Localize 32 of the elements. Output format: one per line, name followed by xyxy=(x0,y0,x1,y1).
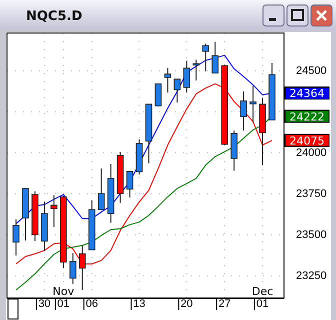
candlestick xyxy=(192,59,200,81)
data-label: 24364 xyxy=(290,87,324,100)
y-tick-label: 23500 xyxy=(296,229,327,242)
candlestick xyxy=(12,218,20,256)
y-tick-label: 23250 xyxy=(296,270,327,282)
candlestick xyxy=(126,170,134,198)
candlestick xyxy=(154,83,162,107)
candlestick xyxy=(183,60,190,94)
y-tick-label: 24000 xyxy=(296,147,327,160)
y-tick-label: 24500 xyxy=(296,65,327,78)
candlestick xyxy=(50,194,58,228)
annotation: Dec xyxy=(252,285,274,298)
x-tick-label: 01 xyxy=(57,298,70,310)
x-tick-label: 30 xyxy=(38,298,51,310)
x-tick-label: 27 xyxy=(218,298,231,310)
candlestick xyxy=(240,90,247,132)
candlestick xyxy=(174,78,181,104)
candlestick xyxy=(250,85,256,124)
x-tick-label: 20 xyxy=(180,298,193,310)
x-tick-label: 13 xyxy=(133,298,146,310)
x-tick-label: 01 xyxy=(256,298,269,310)
x-tick-label: 06 xyxy=(86,298,98,310)
candlestick xyxy=(164,68,172,94)
chart-title: NQC5.D xyxy=(26,9,82,24)
candlestick xyxy=(212,41,219,74)
data-label: 24075 xyxy=(290,134,324,148)
y-tick-label: 23750 xyxy=(296,188,327,200)
annotation: Nov xyxy=(52,285,75,298)
candlestick xyxy=(69,252,76,284)
candlestick xyxy=(202,43,210,72)
data-label: 24222 xyxy=(290,110,324,124)
candlestick xyxy=(98,168,105,211)
